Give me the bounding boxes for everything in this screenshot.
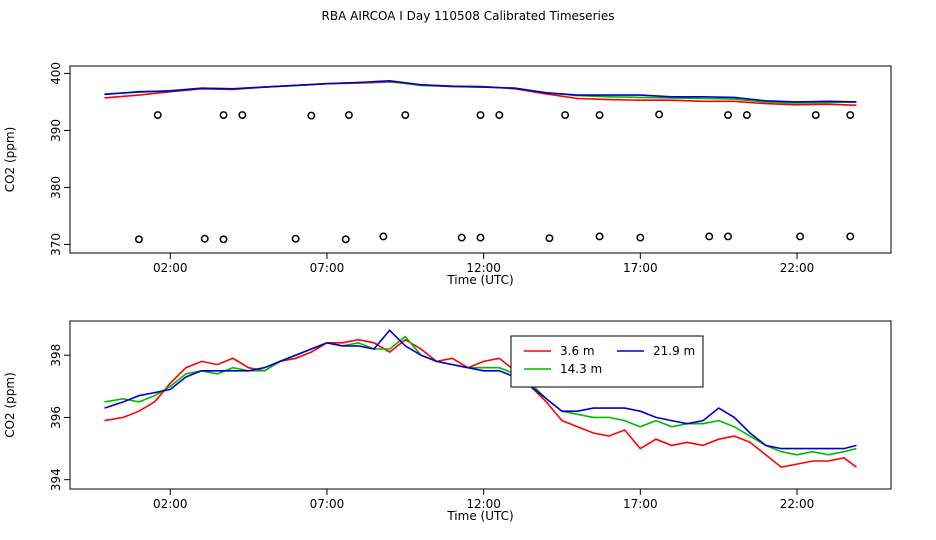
series-line-219m	[104, 79, 857, 103]
legend-box	[510, 335, 704, 388]
data-point	[846, 111, 855, 119]
y-tick-label: 380	[49, 176, 63, 199]
plot-frame	[69, 320, 892, 490]
data-point	[595, 232, 604, 241]
data-point	[153, 111, 162, 119]
x-tick-label: 02:00	[153, 261, 188, 275]
data-point	[379, 232, 388, 241]
data-point	[561, 111, 570, 119]
data-point	[134, 235, 143, 244]
data-point	[846, 232, 855, 241]
data-point	[200, 234, 209, 243]
series-line-143m	[104, 335, 857, 456]
data-point	[705, 232, 714, 241]
legend-label: 14.3 m	[560, 362, 602, 376]
data-point	[476, 233, 485, 242]
data-point	[344, 111, 353, 119]
data-point	[401, 111, 410, 119]
x-tick-label: 17:00	[623, 497, 658, 511]
data-point	[724, 232, 733, 241]
y-tick-label: 390	[49, 119, 63, 142]
data-point	[219, 111, 228, 119]
y-tick-label: 370	[49, 233, 63, 256]
data-point	[495, 111, 504, 119]
data-point	[341, 235, 350, 244]
y-axis-label: CO2 (ppm)	[3, 127, 17, 193]
legend: 3.6 m 14.3 m 21.9 m	[510, 335, 704, 388]
x-tick-label: 12:00	[466, 261, 501, 275]
x-tick-label: 22:00	[780, 261, 815, 275]
legend-label: 3.6 m	[560, 344, 595, 358]
x-tick-label: 07:00	[310, 261, 345, 275]
x-tick-label: 07:00	[310, 497, 345, 511]
data-point	[655, 110, 664, 119]
data-point	[595, 111, 604, 119]
y-tick-label: 396	[49, 406, 63, 429]
data-point	[742, 111, 751, 119]
plot-frame	[69, 65, 892, 254]
series-line-36m	[104, 81, 857, 107]
data-point	[724, 111, 733, 119]
data-point	[291, 234, 300, 243]
series-line-36m	[104, 338, 857, 469]
y-axis-label: CO2 (ppm)	[3, 372, 17, 438]
x-tick-label: 17:00	[623, 261, 658, 275]
x-tick-label: 22:00	[780, 497, 815, 511]
data-point	[476, 111, 485, 119]
series-line-143m	[104, 80, 857, 104]
legend-label: 21.9 m	[653, 344, 695, 358]
data-point	[238, 111, 247, 119]
x-tick-label: 12:00	[466, 497, 501, 511]
panel-1: 02:00 07:00 12:00 17:00 22:00 370 380 390 400 Tim…	[3, 62, 892, 287]
figure-title: RBA AIRCOA I Day 110508 Calibrated Times…	[321, 9, 615, 23]
x-axis-label: Time (UTC)	[446, 509, 513, 523]
data-point	[796, 232, 805, 241]
x-axis-label: Time (UTC)	[446, 273, 513, 287]
x-tick-label: 02:00	[153, 497, 188, 511]
y-tick-label: 394	[49, 468, 63, 491]
series-line-219m	[104, 329, 857, 450]
y-tick-label: 398	[49, 344, 63, 367]
data-point	[636, 233, 645, 242]
data-point	[811, 111, 820, 119]
data-point	[457, 233, 466, 242]
y-tick-label: 400	[49, 62, 63, 85]
data-point	[307, 111, 316, 120]
panel-2: 02:00 07:00 12:00 17:00 22:00 394 396 398 Time (…	[3, 320, 892, 523]
data-point	[545, 234, 554, 243]
data-point	[219, 235, 228, 244]
